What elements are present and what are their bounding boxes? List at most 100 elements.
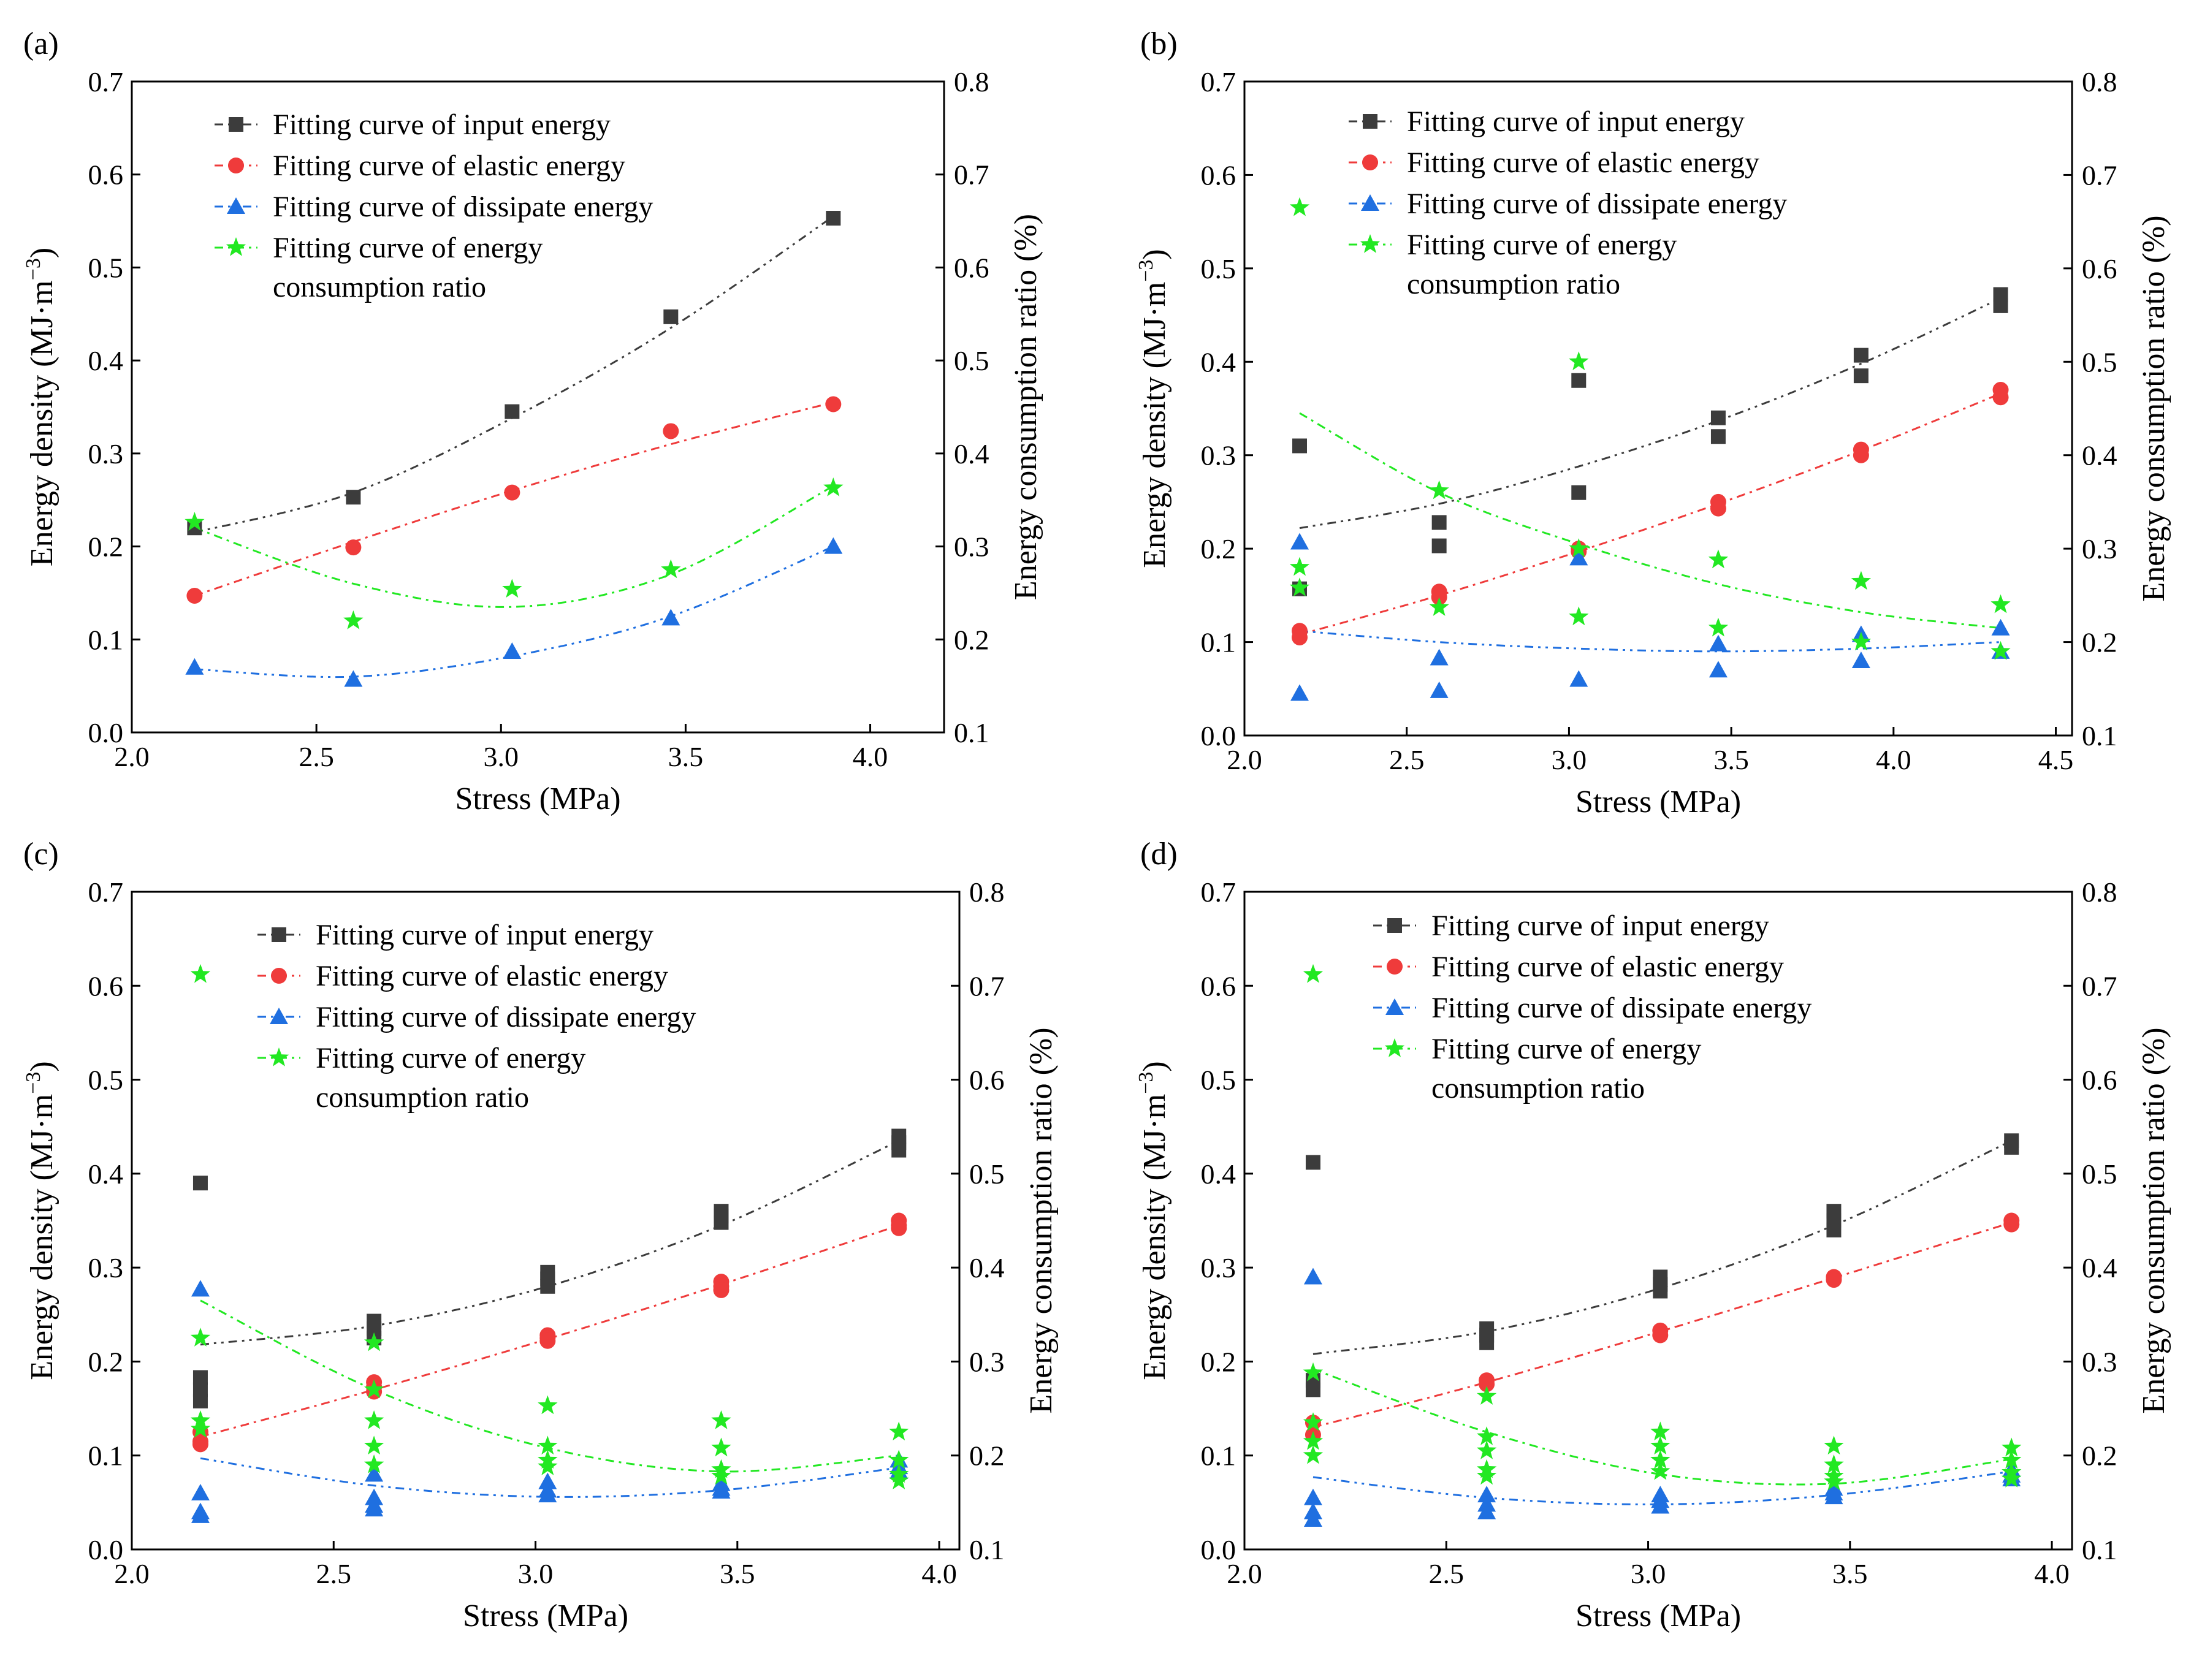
y-tick-label: 0.5 xyxy=(88,1065,124,1096)
y2-tick-label: 0.7 xyxy=(2082,159,2117,191)
data-point-elastic xyxy=(539,1332,556,1349)
legend-marker-dissipate xyxy=(1361,194,1379,211)
data-point-dissipate xyxy=(538,1486,557,1503)
data-point-ratio xyxy=(502,579,522,598)
data-point-ratio xyxy=(1429,480,1449,500)
y-tick-label: 0.2 xyxy=(1201,533,1236,564)
data-point-dissipate xyxy=(365,1465,384,1482)
legend-marker-input xyxy=(229,117,243,132)
y-tick-label: 0.4 xyxy=(1201,1158,1236,1190)
legend-marker-input xyxy=(272,927,286,942)
y2-tick-label: 0.8 xyxy=(2082,66,2117,97)
y-tick-label: 0.1 xyxy=(88,624,124,655)
y-tick-label: 0.4 xyxy=(88,345,124,376)
x-tick-label: 2.0 xyxy=(114,741,150,772)
plot-frame xyxy=(131,891,961,1551)
data-point-dissipate xyxy=(503,642,522,659)
data-point-ratio xyxy=(711,1410,731,1429)
data-point-dissipate xyxy=(1290,684,1309,701)
y2-tick-label: 0.4 xyxy=(969,1252,1005,1283)
data-point-ratio xyxy=(889,1421,909,1441)
data-point-input xyxy=(1826,1222,1842,1237)
data-point-ratio xyxy=(711,1465,731,1485)
data-point-dissipate xyxy=(1851,652,1870,669)
data-point-ratio xyxy=(1851,571,1872,590)
x-tick-label: 3.0 xyxy=(518,1558,554,1589)
y2-tick-label: 0.2 xyxy=(2082,1440,2117,1472)
data-point-ratio xyxy=(538,1395,558,1415)
y-tick-label: 0.7 xyxy=(1201,66,1236,97)
x-tick-label: 3.5 xyxy=(1832,1558,1868,1589)
y-axis-label: Energy density (MJ·m−3) xyxy=(22,248,59,567)
data-point-elastic xyxy=(2003,1216,2020,1233)
data-point-ratio xyxy=(1650,1421,1671,1441)
data-point-dissipate xyxy=(1651,1497,1670,1514)
x-tick-label: 3.0 xyxy=(484,741,519,772)
fit-curve-ratio xyxy=(194,485,834,608)
y2-tick-label: 0.7 xyxy=(969,970,1005,1002)
data-point-ratio xyxy=(1477,1386,1497,1405)
data-point-dissipate xyxy=(191,1484,210,1501)
y2-tick-label: 0.5 xyxy=(969,1158,1005,1190)
legend-entry-elastic: Fitting curve of elastic energy xyxy=(1431,951,1784,983)
legend-entry-elastic: Fitting curve of elastic energy xyxy=(316,960,668,992)
legend-entry-input: Fitting curve of input energy xyxy=(1431,910,1769,942)
legend-entry-dissipate: Fitting curve of dissipate energy xyxy=(316,1001,696,1033)
data-point-elastic xyxy=(1826,1272,1842,1288)
data-point-dissipate xyxy=(1290,533,1309,550)
y-tick-label: 0.1 xyxy=(1201,627,1236,658)
data-point-ratio xyxy=(1851,631,1872,651)
y2-tick-label: 0.4 xyxy=(2082,1252,2117,1283)
y-tick-label: 0.5 xyxy=(88,252,124,283)
data-point-ratio xyxy=(538,1456,558,1475)
data-point-ratio xyxy=(1824,1435,1844,1455)
data-point-ratio xyxy=(1303,964,1324,983)
y2-tick-label: 0.6 xyxy=(2082,1065,2117,1096)
x-tick-label: 2.5 xyxy=(299,741,334,772)
legend-entry-ratio: Fitting curve of energy xyxy=(316,1042,585,1074)
x-axis-label: Stress (MPa) xyxy=(455,781,620,816)
data-point-ratio xyxy=(1650,1450,1671,1469)
data-point-ratio xyxy=(190,1418,211,1438)
data-point-elastic xyxy=(1992,389,2009,406)
y-tick-label: 0.6 xyxy=(1201,970,1236,1002)
legend-entry-ratio-cont: consumption ratio xyxy=(273,271,486,303)
data-point-ratio xyxy=(343,610,364,629)
y-tick-label: 0.3 xyxy=(88,1252,124,1283)
chart-panel-a: (a) 2.0 2.5 3.0 3.5 4.0 0.0 0.1 0.2 0.3 0.4 0.5 0.6 0… xyxy=(22,26,1043,816)
y2-axis-label: Energy consumption ratio (%) xyxy=(2136,1027,2171,1413)
fit-curve-dissipate xyxy=(1312,1470,2012,1505)
y-tick-label: 0.3 xyxy=(1201,440,1236,471)
data-point-ratio xyxy=(1569,351,1589,370)
data-point-ratio xyxy=(364,1454,384,1473)
legend-marker-dissipate xyxy=(270,1008,288,1024)
data-point-dissipate xyxy=(1303,1268,1322,1285)
y2-tick-label: 0.8 xyxy=(954,66,989,97)
data-point-dissipate xyxy=(191,1506,210,1523)
data-point-input xyxy=(1710,410,1726,425)
data-point-input xyxy=(505,404,520,419)
data-point-elastic xyxy=(1479,1376,1495,1393)
legend-entry-dissipate: Fitting curve of dissipate energy xyxy=(1431,992,1812,1024)
data-point-input xyxy=(1571,485,1587,500)
legend-marker-elastic xyxy=(1387,959,1403,975)
y2-tick-label: 0.6 xyxy=(2082,253,2117,284)
data-point-dissipate xyxy=(1709,634,1728,652)
data-point-ratio xyxy=(1708,549,1729,569)
y2-tick-label: 0.4 xyxy=(954,438,989,469)
y-tick-label: 0.4 xyxy=(1201,346,1236,378)
data-point-dissipate xyxy=(185,658,204,675)
data-point-ratio xyxy=(538,1435,558,1455)
legend-entry-input: Fitting curve of input energy xyxy=(316,919,653,951)
data-point-dissipate xyxy=(1477,1486,1496,1503)
data-point-ratio xyxy=(1569,538,1589,557)
data-point-ratio xyxy=(661,559,681,579)
legend-marker-dissipate xyxy=(227,197,245,214)
data-point-ratio xyxy=(889,1450,909,1469)
data-point-dissipate xyxy=(1477,1502,1496,1519)
data-point-ratio xyxy=(1991,594,2011,614)
legend-entry-input: Fitting curve of input energy xyxy=(273,108,611,141)
data-point-ratio xyxy=(1289,577,1310,596)
data-point-elastic xyxy=(1292,629,1308,645)
